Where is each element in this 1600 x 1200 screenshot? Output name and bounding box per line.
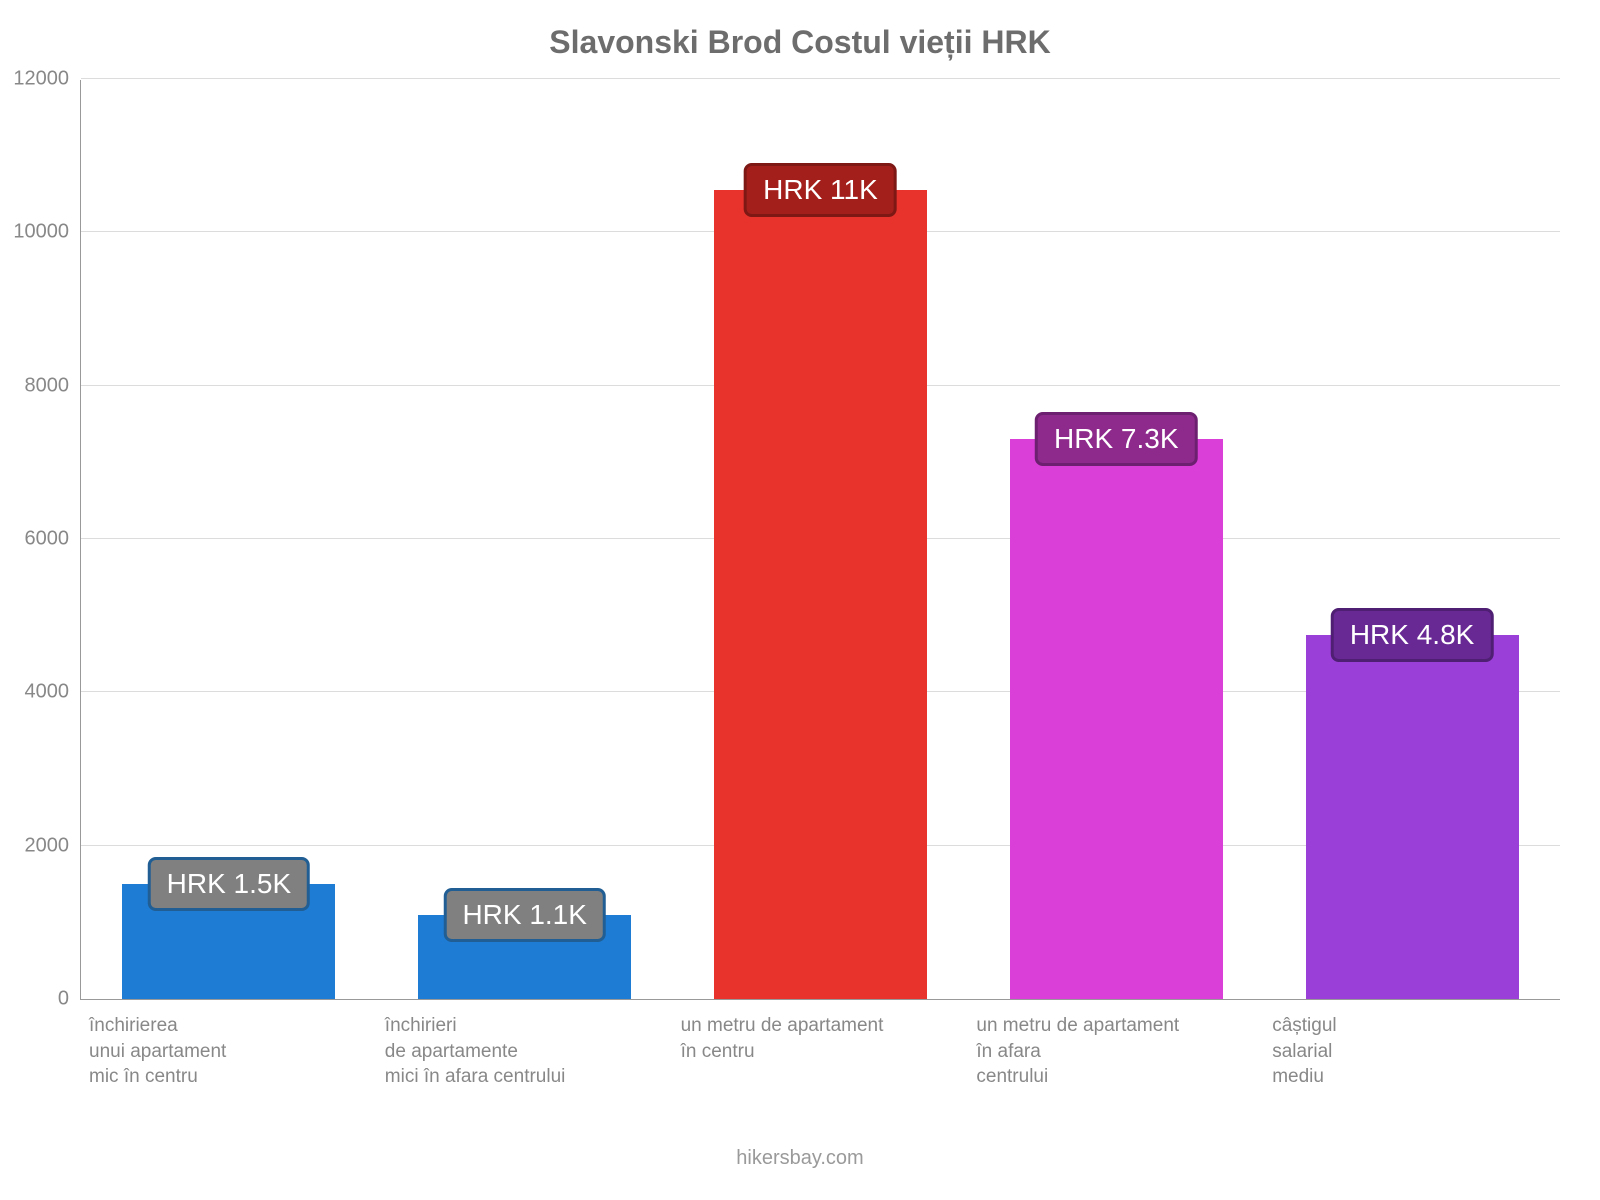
plot-area: HRK 1.5KHRK 1.1KHRK 11KHRK 7.3KHRK 4.8K … — [80, 80, 1560, 1000]
value-badge: HRK 7.3K — [1035, 412, 1198, 466]
y-tick-label: 2000 — [25, 834, 70, 857]
bar-slot: HRK 7.3K — [968, 80, 1264, 999]
value-badge: HRK 11K — [744, 163, 897, 217]
credit-text: hikersbay.com — [0, 1147, 1600, 1170]
x-axis-label: închirieride apartamentemici în afara ce… — [377, 1013, 673, 1090]
bar — [714, 190, 927, 999]
bar-slot: HRK 11K — [673, 80, 969, 999]
y-tick-label: 10000 — [13, 221, 69, 244]
bar — [1306, 635, 1519, 999]
y-tick-label: 8000 — [25, 374, 70, 397]
value-badge: HRK 4.8K — [1331, 608, 1494, 662]
value-badge: HRK 1.5K — [148, 857, 311, 911]
x-axis-labels: închiriereaunui apartamentmic în centruî… — [81, 1013, 1560, 1090]
y-tick-label: 6000 — [25, 528, 70, 551]
bar-slot: HRK 1.5K — [81, 80, 377, 999]
chart-title: Slavonski Brod Costul vieții HRK — [0, 24, 1600, 61]
x-axis-label: câștigulsalarialmediu — [1264, 1013, 1560, 1090]
y-tick-label: 12000 — [13, 68, 69, 91]
chart-container: Slavonski Brod Costul vieții HRK HRK 1.5… — [0, 0, 1600, 1200]
y-tick-label: 4000 — [25, 681, 70, 704]
bar-slot: HRK 1.1K — [377, 80, 673, 999]
bar-slot: HRK 4.8K — [1264, 80, 1560, 999]
bar — [1010, 439, 1223, 999]
x-axis-label: un metru de apartamentîn centru — [673, 1013, 969, 1090]
bars-group: HRK 1.5K HRK 1.1K HRK 11K HRK 7.3K HRK 4.8K — [81, 80, 1560, 999]
y-tick-label: 0 — [58, 988, 69, 1011]
gridline — [81, 78, 1560, 79]
x-axis-label: un metru de apartamentîn afaracentrului — [968, 1013, 1264, 1090]
x-axis-label: închiriereaunui apartamentmic în centru — [81, 1013, 377, 1090]
value-badge: HRK 1.1K — [443, 888, 606, 942]
